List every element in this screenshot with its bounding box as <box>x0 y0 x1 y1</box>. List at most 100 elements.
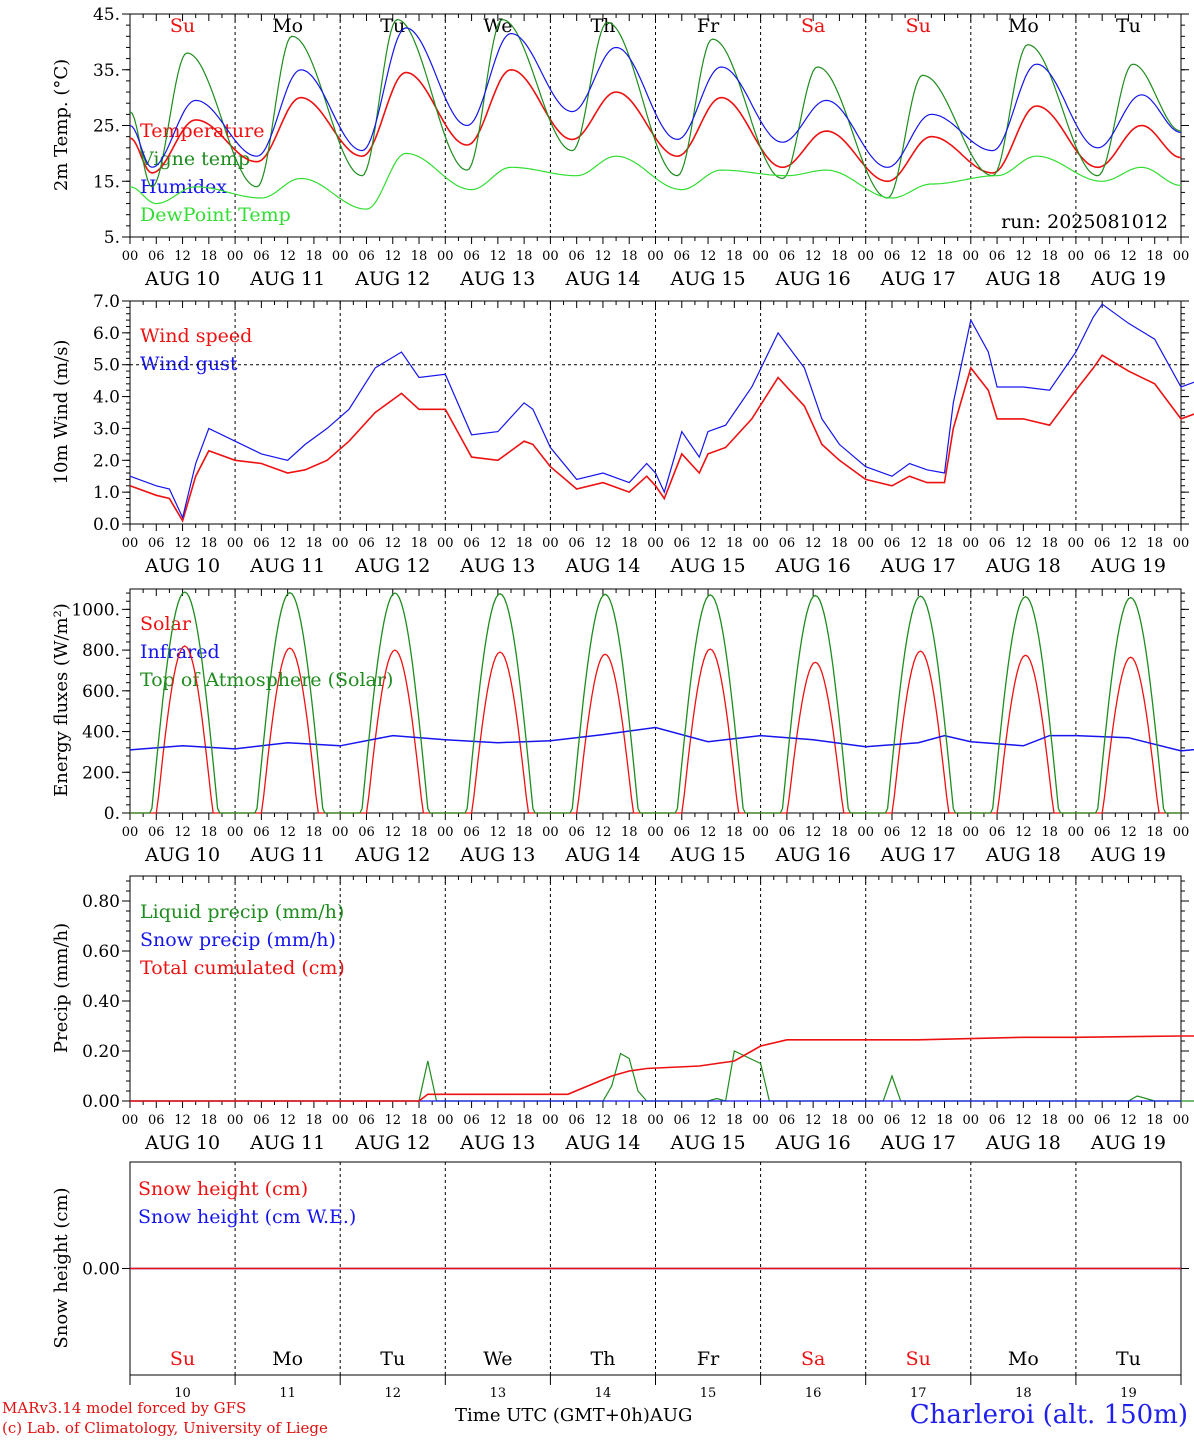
x-hour-label: 18 <box>1146 249 1163 264</box>
y-axis-label: Precip (mm/h) <box>51 923 72 1053</box>
x-hour-label: 06 <box>779 1113 796 1128</box>
x-day-label: AUG 19 <box>1090 268 1166 290</box>
y-tick-label: 0.00 <box>82 1260 120 1280</box>
legend-red: Temperature <box>140 120 264 142</box>
x-day-label: AUG 11 <box>249 555 325 577</box>
y-tick-label: 800. <box>82 641 120 661</box>
x-hour-label: 00 <box>542 249 559 264</box>
weekday-label: Th <box>590 15 615 37</box>
run-label: run: 2025081012 <box>1001 211 1168 233</box>
weekday-label: Fr <box>697 15 720 37</box>
x-day-label: AUG 12 <box>354 268 430 290</box>
time-axis-text: Time UTC (GMT+0h) <box>455 1405 650 1426</box>
x-hour-label: 06 <box>148 1113 165 1128</box>
x-hour-label: 06 <box>989 536 1006 551</box>
y-tick-label: 0.60 <box>82 942 120 962</box>
x-hour-label: 18 <box>1041 825 1058 840</box>
x-hour-label: 00 <box>122 1113 139 1128</box>
x-hour-label: 00 <box>1173 825 1190 840</box>
x-hour-label: 12 <box>1015 536 1032 551</box>
x-hour-label: 00 <box>752 825 769 840</box>
x-day-label: AUG 10 <box>144 555 220 577</box>
x-hour-label: 00 <box>227 249 244 264</box>
x-hour-label: 06 <box>884 536 901 551</box>
x-hour-label: 12 <box>805 536 822 551</box>
x-date-label: 16 <box>805 1386 822 1401</box>
x-hour-label: 12 <box>1120 249 1137 264</box>
x-hour-label: 12 <box>700 249 717 264</box>
x-hour-label: 00 <box>963 249 980 264</box>
series-green <box>129 18 1182 199</box>
x-hour-label: 18 <box>1146 536 1163 551</box>
x-hour-label: 18 <box>621 825 638 840</box>
x-hour-label: 18 <box>1041 1113 1058 1128</box>
series-red <box>129 68 1182 183</box>
x-hour-label: 06 <box>1094 249 1111 264</box>
x-day-label: AUG 15 <box>669 268 745 290</box>
x-hour-label: 06 <box>253 249 270 264</box>
x-day-label: AUG 18 <box>985 268 1061 290</box>
x-hour-label: 00 <box>437 536 454 551</box>
x-hour-label: 18 <box>936 825 953 840</box>
x-hour-label: 00 <box>332 249 349 264</box>
x-hour-label: 06 <box>884 249 901 264</box>
legend-green: Liquid precip (mm/h) <box>140 901 344 923</box>
x-hour-label: 00 <box>332 1113 349 1128</box>
model-line: MARv3.14 model forced by GFS <box>2 1399 247 1417</box>
x-hour-label: 06 <box>674 536 691 551</box>
x-hour-label: 00 <box>542 825 559 840</box>
x-hour-label: 12 <box>490 249 507 264</box>
credit-line: (c) Lab. of Climatology, University of L… <box>2 1419 328 1437</box>
x-hour-label: 06 <box>148 825 165 840</box>
x-hour-label: 00 <box>647 249 664 264</box>
x-hour-label: 18 <box>201 1113 218 1128</box>
x-hour-label: 18 <box>726 536 743 551</box>
x-hour-label: 06 <box>358 249 375 264</box>
x-hour-label: 12 <box>595 1113 612 1128</box>
y-tick-label: 5.0 <box>93 356 120 376</box>
x-day-label: AUG 11 <box>249 844 325 866</box>
x-hour-label: 18 <box>621 249 638 264</box>
x-day-label: AUG 12 <box>354 555 430 577</box>
x-date-label: 13 <box>490 1386 507 1401</box>
x-hour-label: 12 <box>490 536 507 551</box>
station-label: Charleroi (alt. 150m) <box>909 1400 1188 1430</box>
x-day-label: AUG 16 <box>775 1132 851 1154</box>
y-tick-label: 5. <box>104 228 120 248</box>
x-hour-label: 12 <box>490 1113 507 1128</box>
x-hour-label: 12 <box>1015 825 1032 840</box>
x-hour-label: 18 <box>1041 536 1058 551</box>
x-hour-label: 06 <box>568 536 585 551</box>
x-hour-label: 00 <box>122 249 139 264</box>
legend-green: Top of Atmosphere (Solar) <box>140 669 393 691</box>
y-axis-label: 10m Wind (m/s) <box>51 340 72 485</box>
x-hour-label: 00 <box>1173 536 1190 551</box>
x-day-label: AUG 18 <box>985 1132 1061 1154</box>
x-hour-label: 00 <box>647 536 664 551</box>
weekday-label: Tu <box>1116 1348 1141 1370</box>
x-day-label: AUG 15 <box>669 555 745 577</box>
x-hour-label: 00 <box>437 249 454 264</box>
x-day-label: AUG 10 <box>144 1132 220 1154</box>
x-hour-label: 00 <box>963 1113 980 1128</box>
x-hour-label: 12 <box>174 249 191 264</box>
series-red <box>130 1035 1194 1102</box>
weekday-label: Sa <box>801 15 825 37</box>
x-date-label: 17 <box>910 1386 927 1401</box>
x-day-label: AUG 17 <box>880 1132 956 1154</box>
x-hour-label: 00 <box>647 1113 664 1128</box>
weekday-label: Mo <box>1008 1348 1039 1370</box>
y-tick-label: 1.0 <box>93 483 120 503</box>
x-hour-label: 00 <box>437 1113 454 1128</box>
x-hour-label: 18 <box>516 825 533 840</box>
y-axis-label: Energy fluxes (W/m²) <box>51 603 72 797</box>
x-hour-label: 18 <box>726 249 743 264</box>
x-day-label: AUG 14 <box>564 844 640 866</box>
x-hour-label: 06 <box>358 825 375 840</box>
x-day-label: AUG 11 <box>249 1132 325 1154</box>
x-hour-label: 00 <box>963 536 980 551</box>
x-hour-label: 00 <box>332 825 349 840</box>
x-hour-label: 00 <box>857 825 874 840</box>
x-day-label: AUG 18 <box>985 555 1061 577</box>
month-label: AUG <box>649 1405 693 1426</box>
